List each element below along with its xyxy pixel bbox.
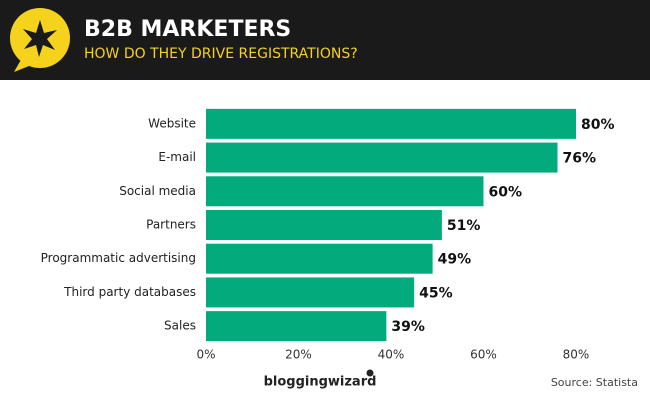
value-label: 51% xyxy=(447,218,481,234)
y-tick-label: Programmatic advertising xyxy=(41,251,196,265)
bar xyxy=(206,311,387,342)
bar xyxy=(206,243,433,274)
x-tick-label: 60% xyxy=(470,348,497,362)
value-label: 45% xyxy=(419,285,453,301)
y-tick-label: Website xyxy=(148,116,196,130)
chart-subtitle: HOW DO THEY DRIVE REGISTRATIONS? xyxy=(84,46,358,62)
bar xyxy=(206,210,442,240)
chart-title: B2B MARKETERS xyxy=(84,17,291,42)
y-tick-label: Sales xyxy=(164,319,196,333)
y-tick-label: Partners xyxy=(146,218,196,232)
x-tick-label: 80% xyxy=(563,348,590,362)
header-band xyxy=(0,0,650,80)
source-note: Source: Statista xyxy=(551,376,638,389)
bar xyxy=(206,108,576,139)
bar xyxy=(206,176,484,207)
x-tick-label: 40% xyxy=(378,348,405,362)
value-label: 49% xyxy=(438,252,472,268)
bar xyxy=(206,142,558,173)
value-label: 80% xyxy=(581,117,615,133)
y-tick-label: E-mail xyxy=(158,150,196,164)
brand-logo: bloggingwizard xyxy=(264,375,377,390)
y-tick-label: Social media xyxy=(119,184,196,198)
value-label: 60% xyxy=(489,184,523,200)
bar xyxy=(206,277,415,308)
logo-dot xyxy=(366,369,374,377)
x-tick-label: 20% xyxy=(285,348,312,362)
value-label: 76% xyxy=(563,151,597,167)
y-tick-label: Third party databases xyxy=(63,285,196,299)
value-label: 39% xyxy=(391,319,425,335)
x-tick-label: 0% xyxy=(196,348,215,362)
header-icon xyxy=(10,8,70,72)
